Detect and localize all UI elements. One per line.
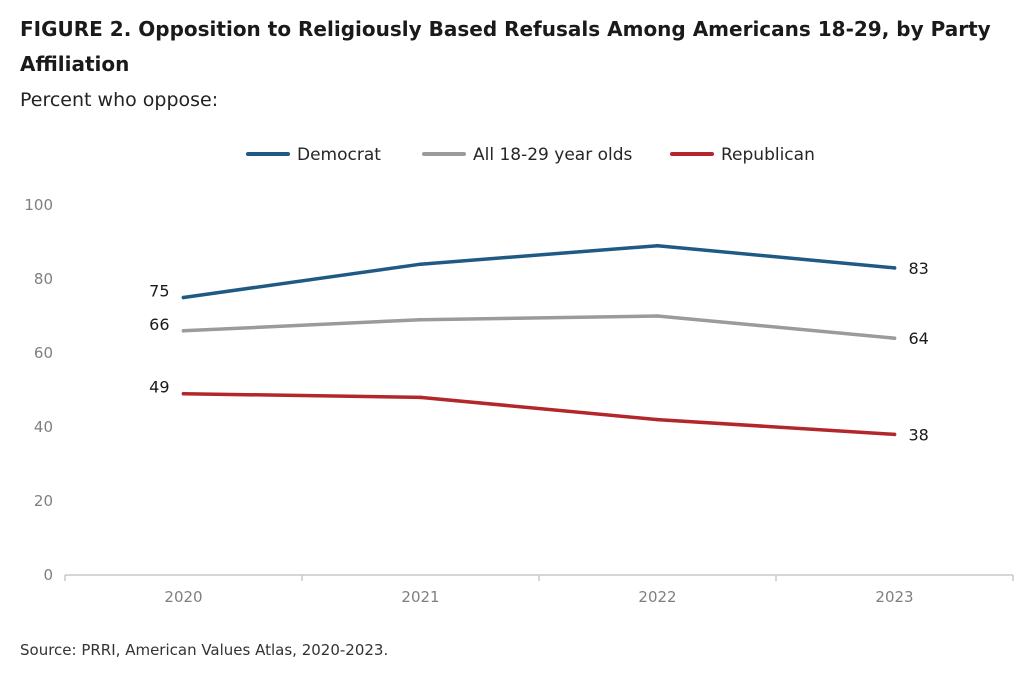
series-1: 66 64	[149, 314, 929, 348]
series-point	[892, 266, 897, 270]
x-tick-label: 2022	[638, 588, 676, 606]
x-tick-label: 2021	[401, 588, 439, 606]
legend-label: Democrat	[297, 145, 381, 165]
y-tick-label: 0	[43, 566, 53, 584]
series-point	[655, 243, 660, 248]
x-tick-label: 2023	[875, 588, 913, 606]
data-label: 75	[149, 282, 169, 301]
data-label: 49	[149, 378, 169, 397]
series-0: 75 83	[149, 243, 929, 301]
chart-source: Source: PRRI, American Values Atlas, 202…	[20, 641, 389, 659]
series-point	[418, 395, 423, 400]
series-point	[181, 391, 186, 396]
legend-label: Republican	[721, 145, 815, 165]
chart-legend: Democrat All 18-29 year olds Republican	[246, 145, 815, 165]
data-label: 64	[909, 329, 929, 348]
chart-title: FIGURE 2. Opposition to Religiously Base…	[20, 17, 991, 76]
y-tick-label: 60	[34, 344, 53, 362]
legend-item: Democrat	[246, 145, 381, 165]
y-axis: 0 20 40 60 80 100	[24, 196, 53, 584]
series-point	[655, 417, 660, 422]
data-label: 83	[909, 259, 929, 278]
series-point	[418, 317, 423, 322]
legend-item: All 18-29 year olds	[422, 145, 633, 165]
y-tick-label: 40	[34, 418, 53, 436]
y-tick-label: 20	[34, 492, 53, 510]
series-point	[418, 262, 423, 267]
data-label: 66	[149, 315, 169, 334]
series-2: 49 38	[149, 378, 929, 445]
x-axis: 2020 2021 2022 2023	[64, 574, 1014, 606]
chart-subtitle: Percent who oppose:	[20, 89, 219, 111]
legend-label: All 18-29 year olds	[473, 145, 633, 165]
series-point	[892, 432, 897, 437]
x-tick-label: 2020	[164, 588, 202, 606]
series-point	[655, 314, 660, 318]
y-tick-label: 80	[34, 270, 53, 288]
series-point	[892, 336, 897, 341]
y-tick-label: 100	[24, 196, 53, 214]
series-point	[181, 329, 186, 333]
series-point	[181, 295, 186, 300]
series-line	[181, 391, 897, 437]
chart-series: 75 83 66 64 49 38	[149, 243, 929, 445]
series-line	[181, 243, 897, 300]
data-label: 38	[909, 425, 929, 444]
legend-item: Republican	[670, 145, 815, 165]
series-line	[181, 314, 897, 340]
